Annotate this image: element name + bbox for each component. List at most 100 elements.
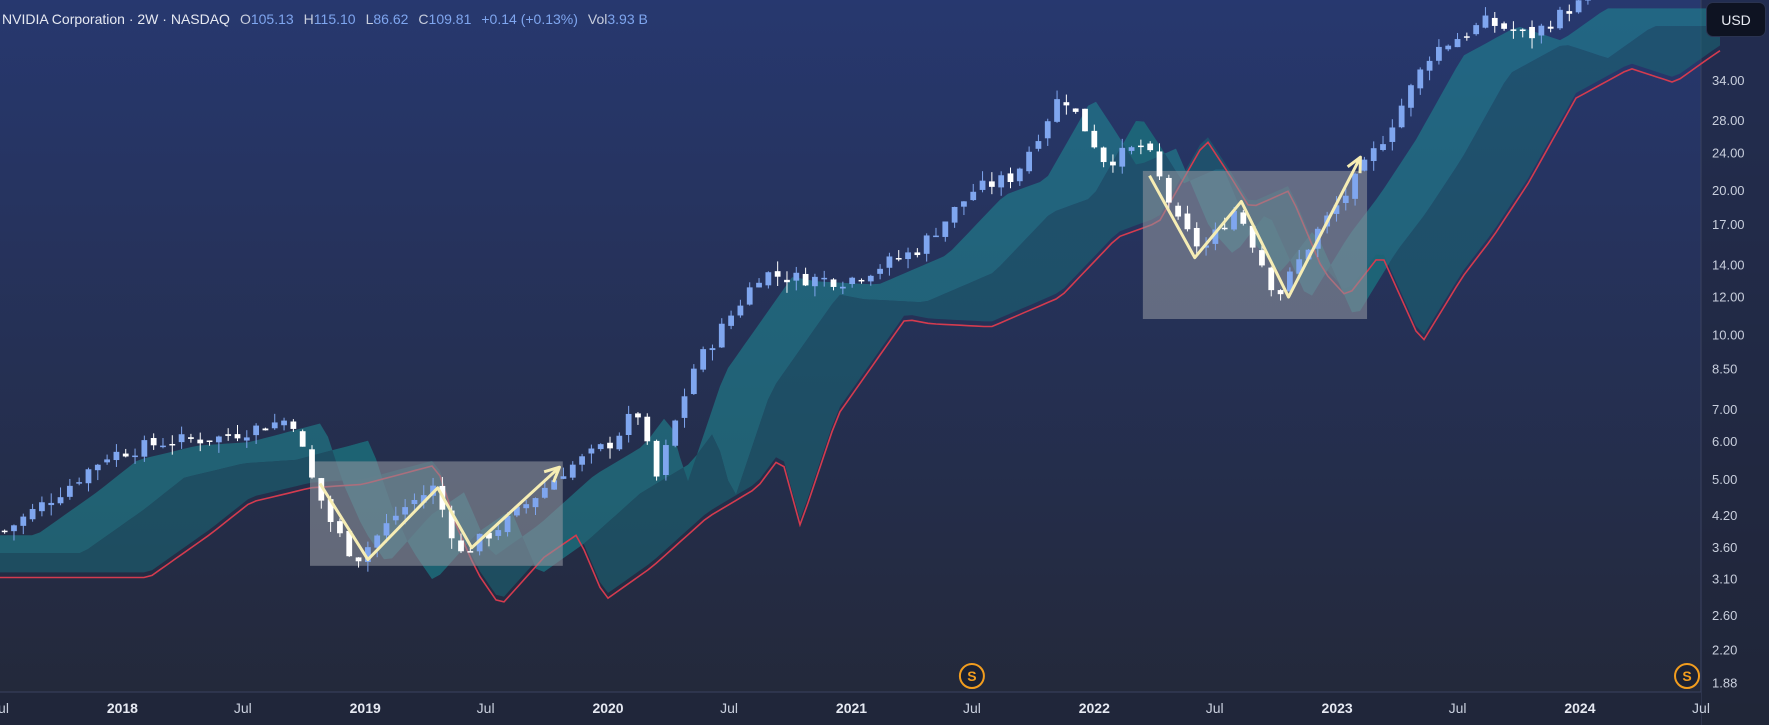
time-tick-label: Jul <box>477 700 495 716</box>
candle <box>1026 146 1033 174</box>
candle <box>532 497 539 516</box>
candle <box>1277 289 1284 301</box>
candle <box>1585 0 1591 5</box>
pattern-line-2[interactable] <box>1148 156 1362 299</box>
candle <box>1072 108 1079 114</box>
candle <box>979 171 986 193</box>
candle <box>1529 20 1535 49</box>
candle <box>812 273 818 297</box>
change-value: +0.14 (+0.13%) <box>481 11 578 27</box>
candle <box>746 282 753 306</box>
candle <box>1333 196 1340 222</box>
slow-ema-band <box>0 26 1720 597</box>
candle <box>290 419 297 433</box>
high-value: 115.10 <box>313 11 356 27</box>
moving-average-bands <box>0 8 1721 603</box>
candle <box>141 435 148 462</box>
candle <box>1389 119 1396 151</box>
candle <box>1 529 8 534</box>
candle <box>793 266 800 291</box>
candle <box>1044 118 1051 146</box>
price-tick-label: 2.60 <box>1712 608 1737 623</box>
candle <box>392 506 399 525</box>
price-tick-label: 8.50 <box>1712 361 1737 376</box>
candle <box>66 478 73 500</box>
candle <box>1175 202 1182 220</box>
candle <box>579 453 585 472</box>
split-label: S <box>1682 668 1691 684</box>
candle <box>215 435 222 453</box>
candle <box>970 183 977 201</box>
candle <box>458 533 464 554</box>
candle <box>1501 21 1507 31</box>
split-marker-2[interactable]: S <box>1674 663 1701 689</box>
pattern-lines <box>318 155 1362 562</box>
candle <box>839 281 846 295</box>
price-tick-label: 3.60 <box>1712 540 1737 555</box>
time-tick-label: 2024 <box>1564 700 1595 716</box>
candle <box>1398 98 1405 129</box>
price-tick-label: 4.20 <box>1712 508 1737 523</box>
candle <box>1342 188 1349 211</box>
candle <box>1110 154 1116 173</box>
pattern-arrowhead-1 <box>543 465 561 483</box>
candle <box>495 523 502 541</box>
candle <box>1566 4 1573 22</box>
price-tick-label: 3.10 <box>1712 571 1737 586</box>
price-tick-label: 6.00 <box>1712 434 1737 449</box>
candle <box>1063 94 1070 115</box>
time-tick-label: 2021 <box>836 700 867 716</box>
candle <box>48 493 55 516</box>
candle <box>160 438 166 449</box>
candle <box>346 530 353 557</box>
time-tick-label: Jul <box>234 700 252 716</box>
candle <box>886 252 893 276</box>
candle <box>923 233 930 262</box>
candle <box>1454 32 1461 48</box>
price-tick-label: 7.00 <box>1712 402 1737 417</box>
price-tick-label: 24.00 <box>1712 145 1745 160</box>
candle <box>374 534 381 558</box>
candle <box>961 201 967 216</box>
time-tick-label: Jul <box>720 700 738 716</box>
split-marker-1[interactable]: S <box>958 663 985 689</box>
candle <box>858 278 865 284</box>
candle <box>57 487 64 506</box>
candle <box>1240 209 1247 226</box>
candle <box>523 500 530 514</box>
price-tick-label: 28.00 <box>1712 113 1745 128</box>
candle <box>1370 141 1377 171</box>
candle <box>718 318 725 348</box>
candle <box>1259 243 1265 268</box>
candle <box>774 261 781 287</box>
candle <box>76 477 83 486</box>
candles <box>1 0 1591 572</box>
candle <box>905 247 911 269</box>
high-label: H <box>303 11 314 27</box>
price-tick-label: 20.00 <box>1712 183 1745 198</box>
split-label: S <box>967 668 976 684</box>
candle <box>150 433 157 450</box>
pattern-line-1[interactable] <box>318 466 561 562</box>
candle <box>39 496 45 517</box>
candle <box>122 448 129 458</box>
candle <box>299 429 306 447</box>
candle <box>681 388 688 428</box>
symbol-title[interactable]: NVIDIA Corporation · 2W · NASDAQ <box>2 11 230 27</box>
volume-label: Vol <box>587 11 608 27</box>
candle <box>178 426 185 449</box>
candle <box>1491 11 1498 33</box>
currency-button[interactable]: USD <box>1707 3 1765 36</box>
candle <box>1519 28 1526 38</box>
candle <box>1100 146 1107 168</box>
candle <box>355 557 362 568</box>
candle <box>85 467 92 492</box>
time-tick-label: Jul <box>0 700 9 716</box>
candle <box>113 444 120 467</box>
candle <box>672 419 679 448</box>
candle <box>1417 67 1424 95</box>
price-axis-labels: 34.00 28.00 24.00 20.00 17.00 14.00 12.00 10.00… <box>1712 73 1745 691</box>
candle <box>234 424 241 442</box>
